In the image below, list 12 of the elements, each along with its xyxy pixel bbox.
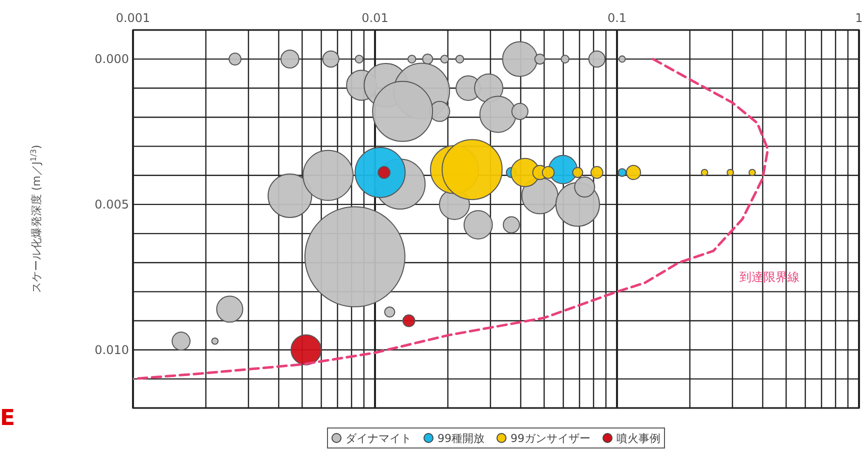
legend-label: 99種開放: [438, 432, 484, 445]
y-tick-label: 0.010: [94, 342, 129, 357]
x-tick-label: 1: [855, 11, 863, 25]
x-tick-label: 0.001: [116, 11, 150, 25]
y-tick-label: 0.005: [94, 197, 129, 212]
x-tick-label: 0.01: [362, 11, 388, 25]
legend-label: 99ガンサイザー: [510, 432, 590, 445]
x-tick-label: 0.1: [607, 11, 627, 25]
legend-label: 噴火事例: [616, 432, 660, 445]
text: E: [0, 406, 16, 431]
legend-label: ダイナマイト: [346, 432, 412, 445]
y-tick-label: 0.000: [94, 52, 129, 66]
